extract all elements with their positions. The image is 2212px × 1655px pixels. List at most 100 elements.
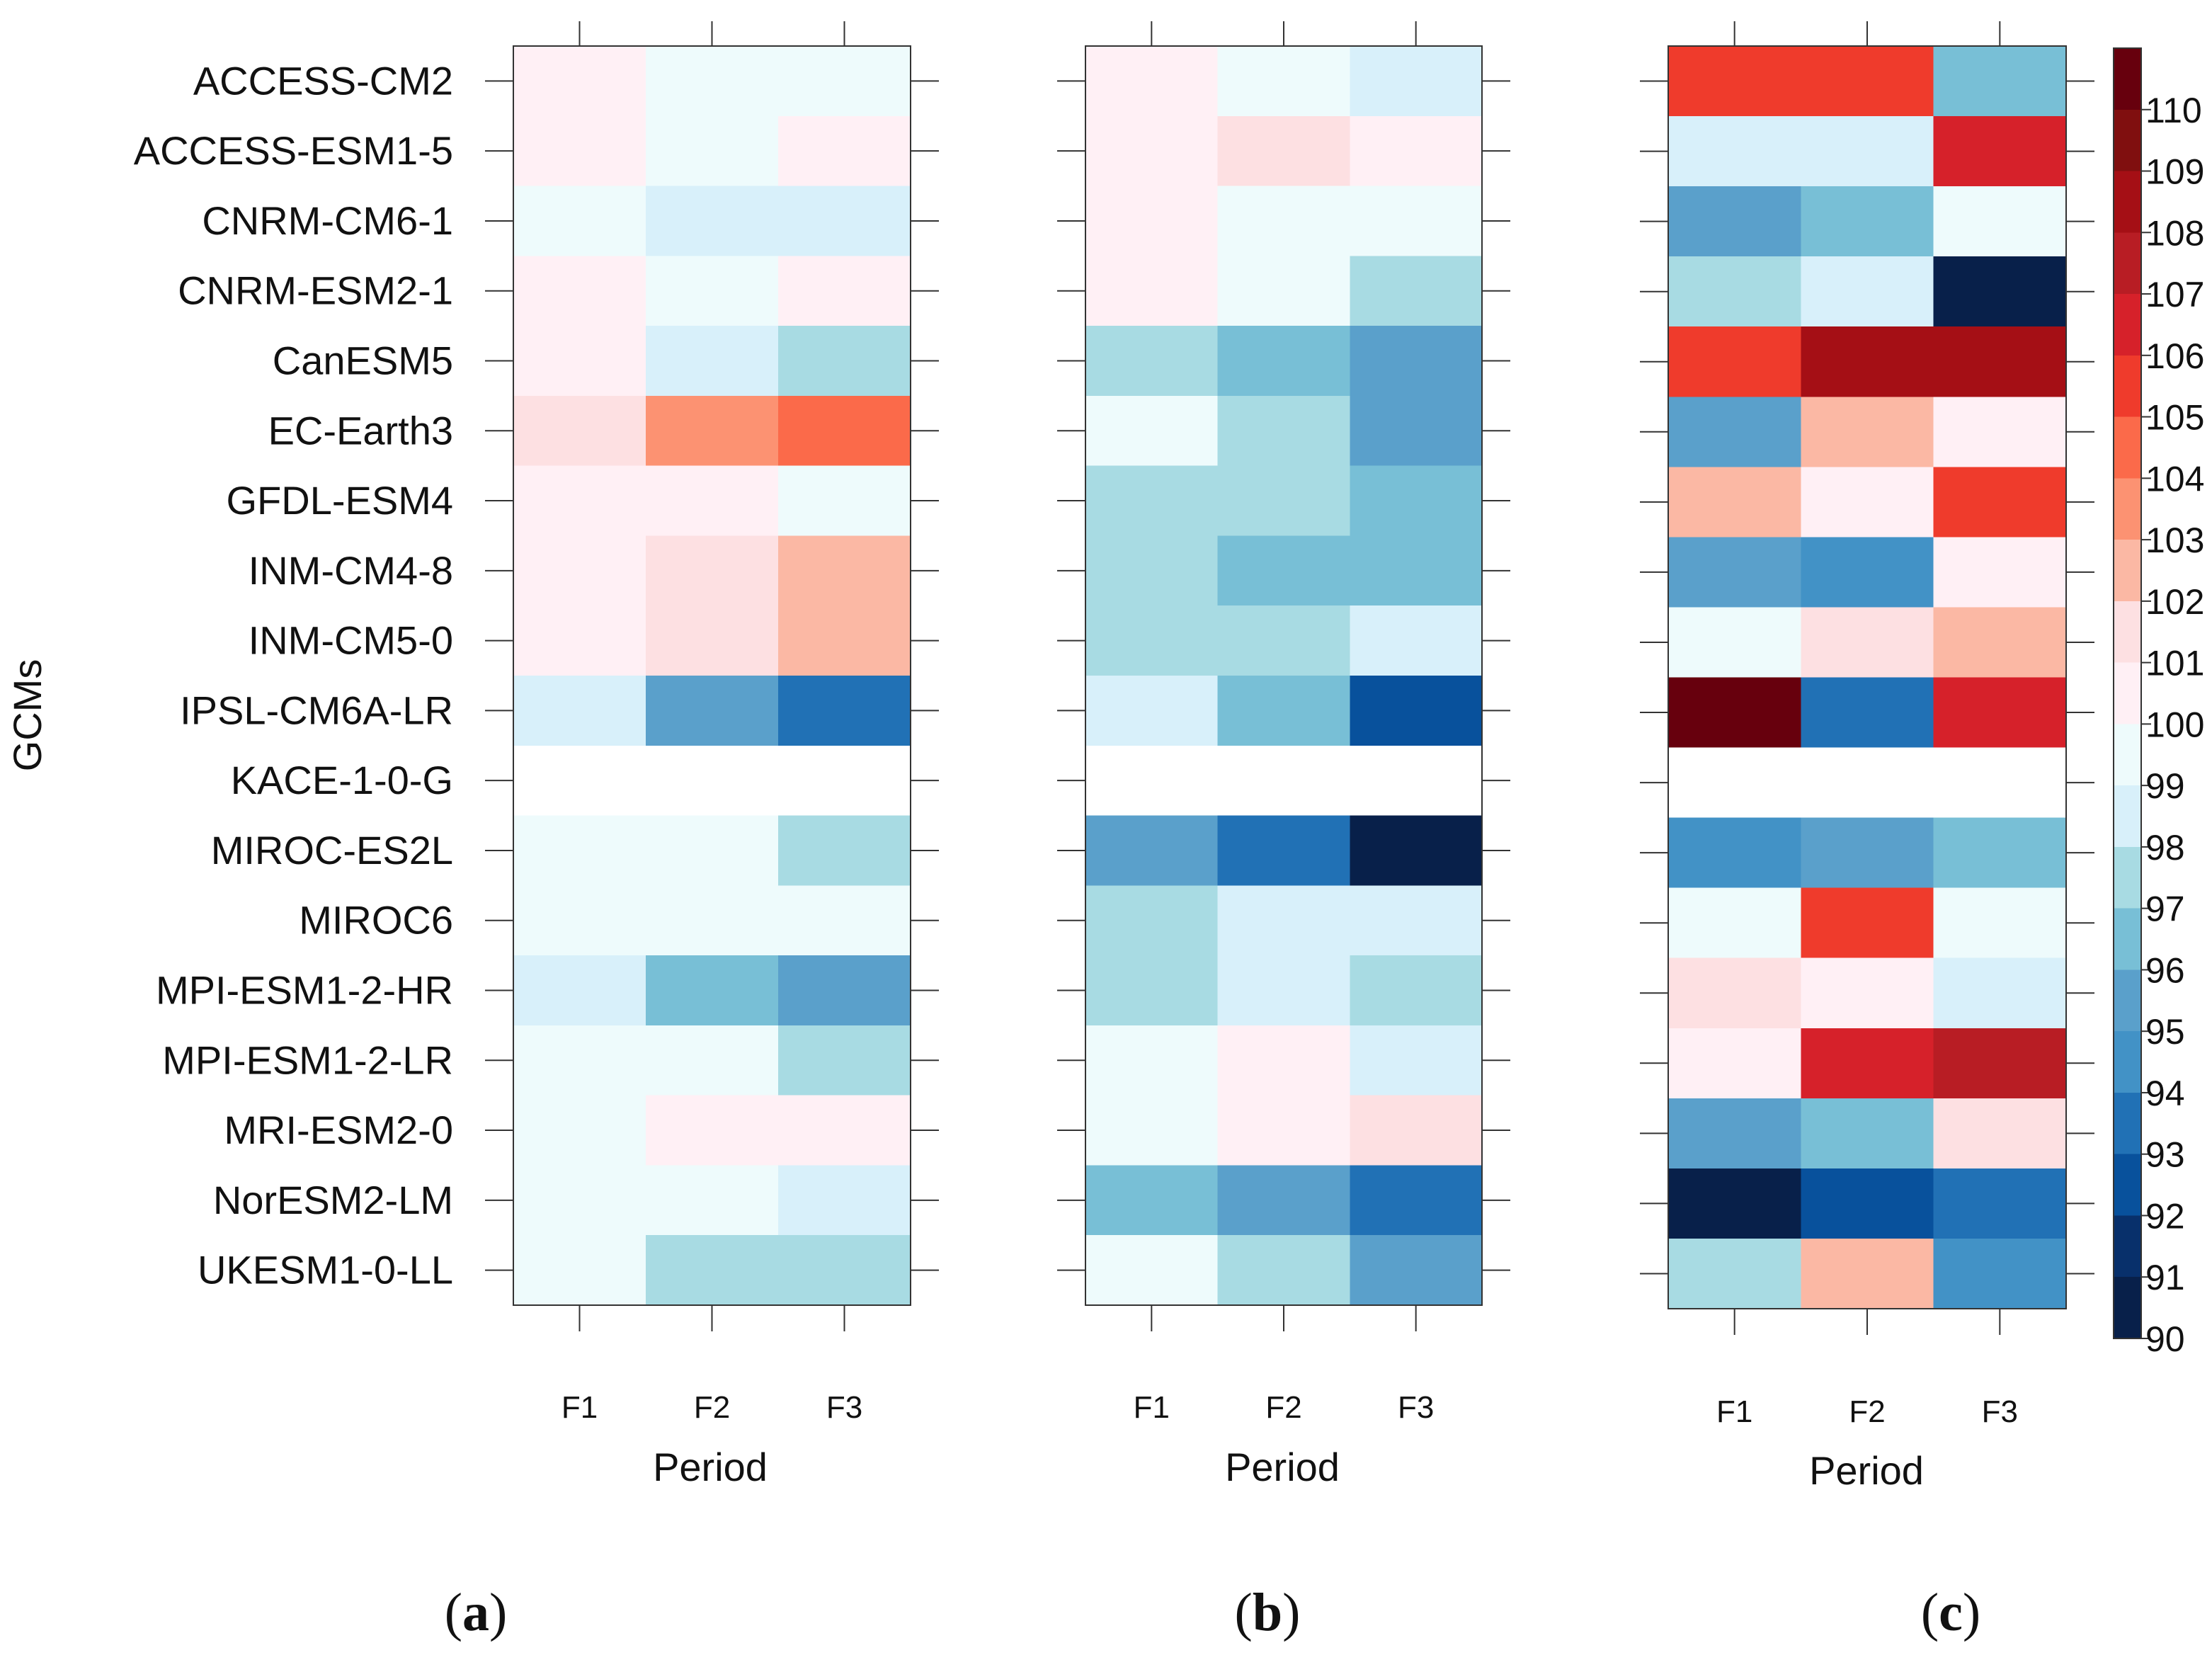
panel-a: F1 F2 F3 Period <box>485 21 939 1489</box>
cell-c-UKESM1-0-LL-F2 <box>1801 1238 1934 1309</box>
cell-b-INM-CM5-0-F1 <box>1085 605 1219 676</box>
cell-a-IPSL-CM6A-LR-F2 <box>646 676 779 746</box>
cell-b-MIROC-ES2L-F1 <box>1085 815 1219 887</box>
cell-b-CNRM-CM6-1-F3 <box>1350 186 1483 257</box>
cell-c-NorESM2-LM-F1 <box>1668 1168 1802 1239</box>
colorbar-swatch-110 <box>2114 48 2141 110</box>
colorbar-label-100: 100 <box>2145 705 2204 744</box>
cell-a-MRI-ESM2-0-F2 <box>646 1095 779 1166</box>
colorbar-label-109: 109 <box>2145 152 2204 192</box>
cell-c-MIROC6-F2 <box>1801 887 1934 959</box>
cell-c-GFDL-ESM4-F3 <box>1933 467 2067 538</box>
cell-b-EC-Earth3-F3 <box>1350 395 1483 467</box>
cell-c-ACCESS-ESM1-5-F1 <box>1668 116 1802 187</box>
colorbar-label-91: 91 <box>2145 1258 2185 1297</box>
gcm-label-IPSL-CM6A-LR: IPSL-CM6A-LR <box>180 688 453 732</box>
panel-label-b-text: (b) <box>1235 1583 1301 1642</box>
cell-b-ACCESS-ESM1-5-F3 <box>1350 115 1483 187</box>
cell-c-CanESM5-F2 <box>1801 326 1934 398</box>
cell-c-INM-CM5-0-F1 <box>1668 607 1802 678</box>
cell-a-CanESM5-F1 <box>513 326 646 397</box>
cell-a-EC-Earth3-F3 <box>778 395 911 467</box>
colorbar-swatch-98 <box>2114 785 2141 848</box>
colorbar-label-97: 97 <box>2145 889 2185 929</box>
cell-b-MRI-ESM2-0-F2 <box>1217 1095 1351 1166</box>
colorbar-label-96: 96 <box>2145 950 2185 990</box>
cell-b-MRI-ESM2-0-F1 <box>1085 1095 1219 1166</box>
cell-b-INM-CM4-8-F2 <box>1217 535 1351 607</box>
cell-a-UKESM1-0-LL-F2 <box>646 1235 779 1306</box>
cell-c-MRI-ESM2-0-F3 <box>1933 1098 2067 1169</box>
cell-a-IPSL-CM6A-LR-F1 <box>513 676 646 746</box>
colorbar-swatch-99 <box>2114 724 2141 786</box>
colorbar-swatch-94 <box>2114 1031 2141 1093</box>
cell-c-EC-Earth3-F1 <box>1668 397 1802 468</box>
cell-b-CanESM5-F3 <box>1350 326 1483 397</box>
cell-c-MPI-ESM1-2-HR-F2 <box>1801 957 1934 1029</box>
cell-c-CNRM-ESM2-1-F3 <box>1933 256 2067 328</box>
gcm-label-ACCESS-ESM1-5: ACCESS-ESM1-5 <box>134 128 453 173</box>
colorbar-label-106: 106 <box>2145 336 2204 376</box>
cell-a-INM-CM4-8-F3 <box>778 535 911 607</box>
cell-c-ACCESS-CM2-F1 <box>1668 46 1802 117</box>
cell-c-MIROC-ES2L-F3 <box>1933 817 2067 889</box>
x-axis-title-b: Period <box>1225 1445 1340 1489</box>
cell-b-IPSL-CM6A-LR-F1 <box>1085 676 1219 746</box>
cell-b-CNRM-CM6-1-F1 <box>1085 186 1219 257</box>
cell-c-NorESM2-LM-F3 <box>1933 1168 2067 1239</box>
cell-a-CanESM5-F3 <box>778 326 911 397</box>
cell-b-IPSL-CM6A-LR-F3 <box>1350 676 1483 746</box>
x-tick-label-c-0: F1 <box>1716 1394 1752 1429</box>
colorbar-swatch-109 <box>2114 109 2141 172</box>
cell-a-MIROC-ES2L-F1 <box>513 815 646 887</box>
cell-a-MIROC-ES2L-F3 <box>778 815 911 887</box>
x-tick-label-b-0: F1 <box>1134 1390 1170 1425</box>
cell-a-ACCESS-CM2-F1 <box>513 46 646 117</box>
gcm-label-NorESM2-LM: NorESM2-LM <box>213 1178 453 1222</box>
colorbar-label-101: 101 <box>2145 644 2204 683</box>
axes-c: F1 F2 F3 <box>1640 21 2094 1429</box>
cell-a-IPSL-CM6A-LR-F3 <box>778 676 911 746</box>
cell-c-ACCESS-CM2-F2 <box>1801 46 1934 117</box>
cell-a-CNRM-CM6-1-F3 <box>778 186 911 257</box>
colorbar-swatch-106 <box>2114 294 2141 356</box>
cell-a-CNRM-CM6-1-F2 <box>646 186 779 257</box>
gcm-label-GFDL-ESM4: GFDL-ESM4 <box>227 478 454 523</box>
cell-c-EC-Earth3-F2 <box>1801 397 1934 468</box>
colorbar-swatch-91 <box>2114 1215 2141 1278</box>
cell-a-MPI-ESM1-2-LR-F1 <box>513 1025 646 1096</box>
cell-b-UKESM1-0-LL-F3 <box>1350 1235 1483 1306</box>
cell-c-INM-CM4-8-F2 <box>1801 537 1934 608</box>
cell-b-INM-CM4-8-F3 <box>1350 535 1483 607</box>
panel-c: F1 F2 F3 Period <box>1640 21 2094 1493</box>
colorbar-label-107: 107 <box>2145 275 2204 314</box>
cell-c-CNRM-ESM2-1-F2 <box>1801 256 1934 328</box>
cell-b-INM-CM5-0-F2 <box>1217 605 1351 676</box>
cell-a-NorESM2-LM-F3 <box>778 1165 911 1236</box>
colorbar-label-90: 90 <box>2145 1319 2185 1359</box>
cell-b-UKESM1-0-LL-F2 <box>1217 1235 1351 1306</box>
cell-b-INM-CM4-8-F1 <box>1085 535 1219 607</box>
gcm-label-MPI-ESM1-2-HR: MPI-ESM1-2-HR <box>156 968 453 1013</box>
gcm-label-UKESM1-0-LL: UKESM1-0-LL <box>198 1248 453 1292</box>
colorbar-swatch-105 <box>2114 355 2141 418</box>
colorbar-label-104: 104 <box>2145 459 2204 499</box>
cell-b-GFDL-ESM4-F2 <box>1217 465 1351 537</box>
cell-a-INM-CM4-8-F1 <box>513 535 646 607</box>
gcm-label-INM-CM4-8: INM-CM4-8 <box>249 548 453 593</box>
cell-b-CNRM-ESM2-1-F3 <box>1350 256 1483 326</box>
cell-a-ACCESS-CM2-F2 <box>646 46 779 117</box>
colorbar: 110 109 108 107 106 105 104 103 102 101 100 99 98 97 9… <box>2113 47 2204 1359</box>
cell-c-GFDL-ESM4-F1 <box>1668 467 1802 538</box>
colorbar-swatch-108 <box>2114 171 2141 234</box>
cell-c-INM-CM5-0-F2 <box>1801 607 1934 678</box>
cell-a-MPI-ESM1-2-HR-F3 <box>778 955 911 1026</box>
cell-b-KACE-1-0-G-F2 <box>1217 745 1351 817</box>
colorbar-label-102: 102 <box>2145 582 2204 622</box>
cell-a-MIROC-ES2L-F2 <box>646 815 779 887</box>
cell-c-MPI-ESM1-2-HR-F1 <box>1668 957 1802 1029</box>
cell-a-CNRM-ESM2-1-F3 <box>778 256 911 326</box>
colorbar-swatch-104 <box>2114 416 2141 479</box>
cell-a-KACE-1-0-G-F1 <box>513 745 646 817</box>
cell-a-UKESM1-0-LL-F3 <box>778 1235 911 1306</box>
